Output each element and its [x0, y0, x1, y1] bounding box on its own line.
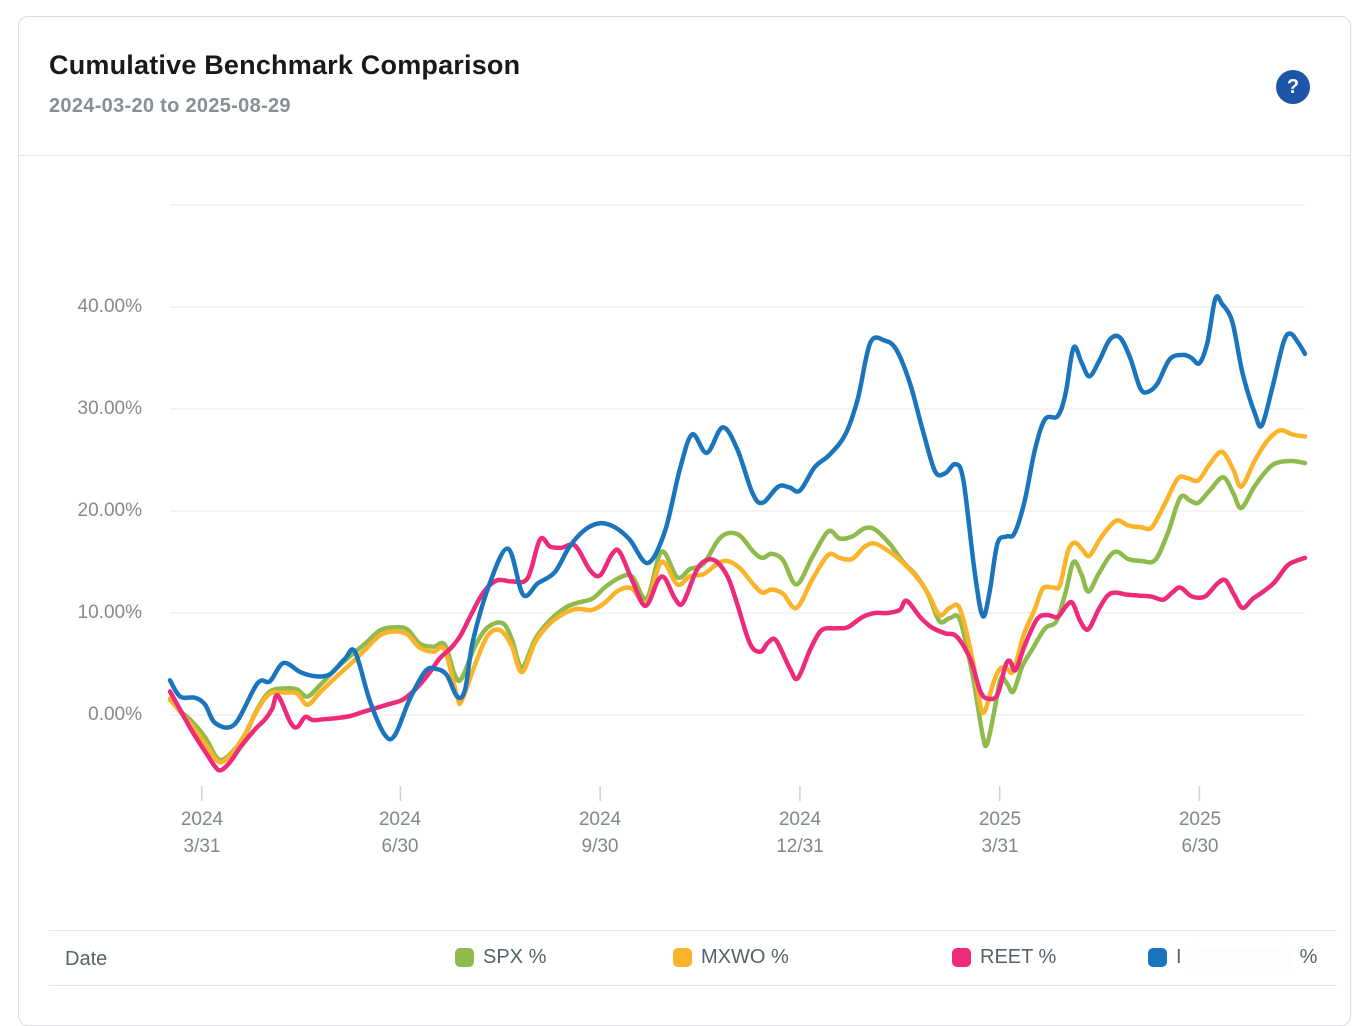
series-line-spx[interactable] [167, 458, 1308, 763]
series-line-i-label-redacted[interactable] [167, 294, 1308, 742]
legend-label-prefix: I [1176, 946, 1182, 968]
y-axis-label-20: 20.00% [77, 500, 142, 521]
x-axis-label-2024-06-30: 2024 6/30 [378, 809, 422, 857]
spx-color-swatch [455, 948, 474, 967]
benchmark-comparison-card [18, 16, 1351, 1026]
x-axis-label-2024-09-30: 2024 9/30 [578, 809, 622, 857]
legend-divider-top [49, 930, 1337, 931]
page-title: Cumulative Benchmark Comparison [49, 50, 521, 80]
x-axis-label-2025-06-30: 2025 6/30 [1178, 809, 1222, 857]
y-axis-label-10: 10.00% [77, 602, 142, 623]
mxwo-color-swatch [673, 948, 692, 967]
legend-label: MXWO % [701, 946, 789, 968]
y-axis-label-30: 30.00% [77, 398, 142, 419]
series-line-reet[interactable] [167, 536, 1308, 773]
help-button[interactable]: ? [1276, 70, 1310, 104]
date-column-label: Date [65, 948, 108, 970]
y-axis-label-0: 0.00% [88, 704, 142, 725]
date-range-subtitle: 2024-03-20 to 2025-08-29 [49, 95, 291, 117]
series-line-mxwo[interactable] [167, 428, 1308, 765]
legend-label: REET % [980, 946, 1057, 968]
gridlines [170, 204, 1305, 716]
legend-item-redacted[interactable]: I % [1148, 946, 1317, 969]
y-axis-label-40: 40.00% [77, 296, 142, 317]
redacted-series-color-swatch [1148, 948, 1167, 967]
redacted-label-blur [1190, 946, 1291, 969]
legend-item-reet[interactable]: REET % [952, 946, 1056, 969]
x-axis-label-2024-03-31: 2024 3/31 [180, 809, 224, 857]
x-axis-label-2024-12-31: 2024 12/31 [776, 809, 824, 857]
legend-item-spx[interactable]: SPX % [455, 946, 546, 969]
legend-divider-bottom [49, 985, 1337, 986]
legend-label: SPX % [483, 946, 547, 968]
header-divider [19, 155, 1351, 156]
legend-label-suffix: % [1299, 946, 1318, 968]
x-axis-tick-marks [201, 786, 1201, 801]
question-mark-icon: ? [1286, 75, 1300, 98]
reet-color-swatch [952, 948, 971, 967]
legend-item-mxwo[interactable]: MXWO % [673, 946, 789, 969]
benchmark-line-chart [167, 204, 1308, 801]
x-axis-label-2025-03-31: 2025 3/31 [978, 809, 1022, 857]
